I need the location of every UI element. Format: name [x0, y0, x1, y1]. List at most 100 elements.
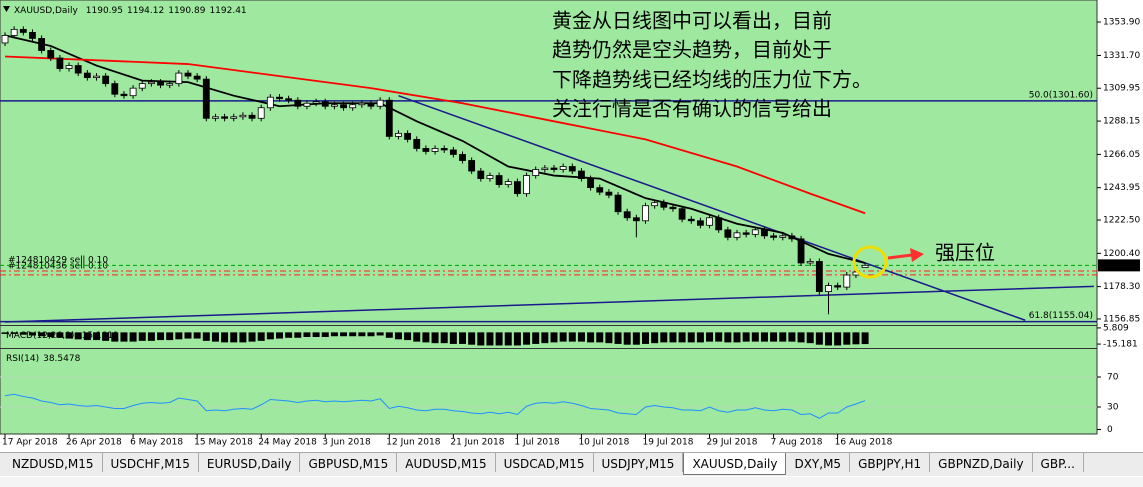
macd-bar: [577, 332, 585, 342]
symbol-tab[interactable]: USDCAD,M15: [496, 453, 594, 472]
macd-bar: [678, 332, 686, 343]
y-tick-label: 1200.40: [1103, 249, 1140, 259]
macd-bar: [431, 332, 439, 344]
macd-bar: [779, 332, 787, 342]
candle-body: [751, 229, 759, 235]
candle-body: [276, 96, 283, 100]
candle-body: [312, 101, 320, 104]
symbol-tab[interactable]: AUDUSD,M15: [397, 453, 496, 472]
candle-body: [834, 285, 842, 288]
highlight-circle: [852, 245, 888, 279]
candle-body: [385, 99, 393, 137]
candle-body: [74, 65, 82, 74]
macd-bar: [504, 332, 512, 346]
rsi-header: RSI(14) 38.5478: [6, 354, 81, 364]
macd-bar: [788, 332, 796, 342]
candle-body: [632, 217, 640, 222]
macd-bar: [486, 332, 494, 346]
x-tick-label: 19 Jul 2018: [643, 438, 694, 448]
header-value: 1194.12: [127, 6, 164, 16]
macd-bar: [706, 332, 714, 342]
symbol-tab[interactable]: GBPUSD,M15: [300, 453, 398, 472]
candle-body: [797, 238, 805, 264]
candle-body: [706, 217, 713, 226]
macd-bar: [605, 332, 613, 344]
symbol-tab[interactable]: GBPJPY,H1: [850, 453, 931, 472]
candle-body: [184, 72, 192, 77]
macd-bar: [157, 332, 165, 341]
symbol-tab[interactable]: GBP...: [1033, 453, 1084, 472]
symbol-tab[interactable]: XAUUSD,Daily: [683, 453, 787, 475]
trendline: [398, 94, 1026, 321]
candle-body: [523, 175, 530, 195]
macd-bar: [687, 332, 695, 343]
macd-bar: [715, 332, 723, 342]
macd-bar: [440, 332, 448, 344]
candle-body: [550, 167, 558, 170]
macd-header: MACD(12,26,9) -15.1811: [6, 331, 119, 341]
x-tick-label: 15 May 2018: [194, 438, 253, 448]
macd-bar: [459, 332, 466, 344]
rsi-tick-label: 30: [1107, 403, 1119, 413]
price-box: [1098, 259, 1140, 272]
arrow-head: [910, 248, 924, 262]
macd-bar: [797, 332, 805, 343]
macd-bar: [211, 332, 219, 342]
symbol-tab[interactable]: USDCHF,M15: [103, 453, 199, 472]
candle-body: [294, 99, 302, 107]
order-label: #124810429 sell 0.10: [8, 255, 108, 265]
macd-bar: [806, 332, 814, 344]
candle-body: [568, 166, 576, 172]
candle-body: [504, 181, 512, 186]
macd-bar: [239, 332, 247, 343]
symbol-tab[interactable]: DXY,M5: [786, 453, 851, 472]
candle-body: [715, 217, 723, 231]
symbol-tab[interactable]: EURUSD,Daily: [199, 453, 301, 472]
price-box-label: 1192.41: [1101, 261, 1138, 271]
macd-bar: [111, 332, 119, 342]
candle-body: [486, 175, 494, 179]
symbol-tab[interactable]: NZDUSD,M15: [4, 453, 103, 472]
rsi-tick-label: 0: [1107, 425, 1113, 435]
y-tick-label: 1331.70: [1103, 51, 1140, 61]
macd-bar: [385, 332, 393, 338]
candle-body: [660, 202, 668, 208]
macd-bar: [166, 332, 174, 341]
tab-bar: NZDUSD,M15 USDCHF,M15 EURUSD,Daily GBPUSD,M…: [0, 452, 1143, 476]
macd-bar: [230, 332, 238, 343]
macd-bar: [523, 332, 531, 345]
candle-body: [861, 264, 869, 268]
macd-bar: [614, 332, 622, 344]
candle-body: [120, 93, 128, 97]
candle-body: [578, 170, 585, 179]
symbol-tab[interactable]: USDJPY,M15: [594, 453, 684, 472]
candle-body: [559, 166, 567, 170]
macd-bar: [815, 332, 823, 345]
candle-body: [843, 274, 851, 288]
candle-body: [102, 75, 110, 85]
symbol-tab[interactable]: GBPNZD,Daily: [930, 453, 1033, 472]
header-value: XAUUSD,Daily: [14, 6, 78, 16]
candle-body: [642, 205, 649, 222]
header-value: 1190.89: [168, 6, 205, 16]
candle-body: [495, 175, 503, 186]
macd-bar: [138, 332, 146, 341]
candle-body: [468, 160, 476, 172]
candle-body: [19, 28, 27, 33]
candle-body: [825, 285, 832, 293]
candle-body: [266, 96, 274, 109]
candle-body: [367, 102, 375, 107]
moving-average: [4, 34, 866, 264]
candle-body: [413, 138, 421, 149]
candle-body: [83, 72, 91, 79]
macd-bar: [83, 332, 91, 341]
y-tick-label: 1288.15: [1103, 117, 1140, 127]
y-tick-label: 1243.95: [1103, 183, 1140, 193]
plot-background: [0, 0, 1097, 434]
level-label: 61.8(1155.04): [1029, 311, 1093, 321]
candle-body: [239, 114, 247, 118]
macd-bar: [1, 332, 9, 334]
candle-body: [248, 114, 256, 119]
candle-body: [56, 57, 64, 69]
candle-body: [395, 132, 402, 137]
